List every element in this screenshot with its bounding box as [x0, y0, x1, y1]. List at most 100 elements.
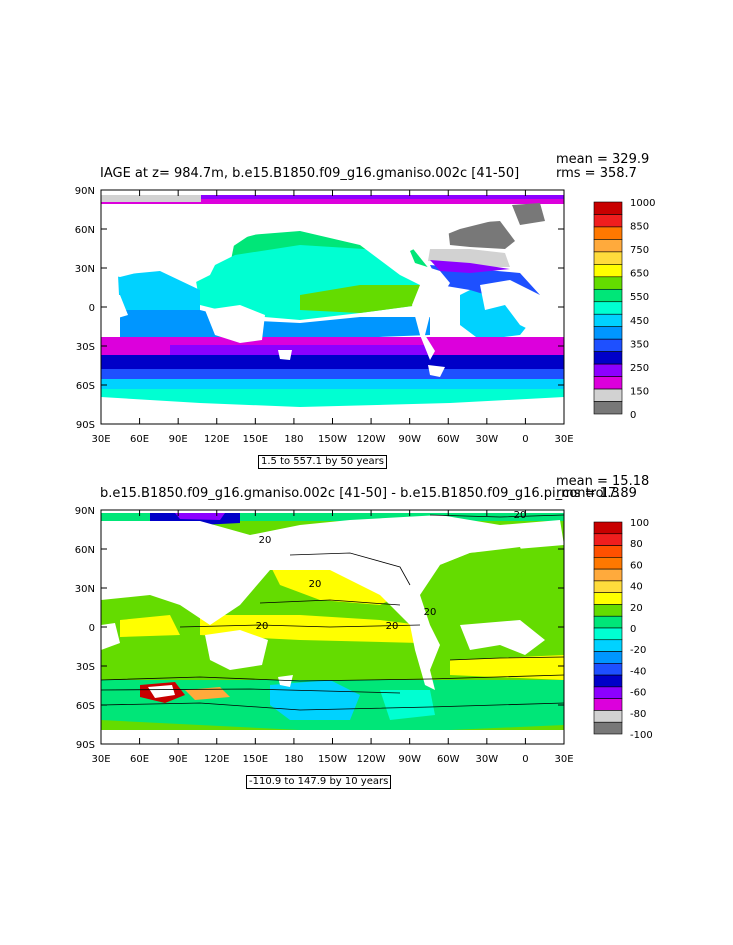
x-tick-label: 30W [476, 434, 499, 445]
y-tick-label: 30S [76, 662, 95, 673]
difference-field [101, 513, 564, 744]
colorbar-swatch [593, 686, 623, 699]
colorbar-label: 650 [630, 269, 649, 280]
colorbar-label: -60 [630, 688, 646, 699]
colorbar-swatch [593, 651, 623, 664]
colorbar-swatch [593, 351, 623, 365]
y-tick-label: 30N [75, 584, 95, 595]
colorbar-swatch [593, 557, 623, 570]
colorbar-label: 450 [630, 316, 649, 327]
x-tick-label: 150W [318, 434, 347, 445]
colorbar-swatch [593, 580, 623, 593]
x-tick-label: 30E [91, 434, 110, 445]
colorbar-swatch [593, 226, 623, 240]
y-tick-label: 30S [76, 342, 95, 353]
y-tick-label: 60S [76, 381, 95, 392]
difference-map-panel: 20 20 20 20 20 20 30E 60E 90E 120E 150E 180 150W 120… [0, 475, 733, 795]
chart-title: b.e15.B1850.f09_g16.gmaniso.002c [41-50]… [100, 486, 620, 501]
colorbar-swatch [593, 710, 623, 723]
colorbar: 1000 850 750 650 550 450 350 250 150 0 [593, 198, 655, 421]
colorbar-swatch [593, 264, 623, 278]
mean-label: mean = 15.18 [556, 474, 650, 489]
colorbar-label: -20 [630, 645, 646, 656]
colorbar-swatch [593, 401, 623, 415]
colorbar-swatch [593, 663, 623, 676]
colorbar-swatch [593, 521, 623, 535]
colorbar-swatch [593, 604, 623, 617]
contour-label: 20 [514, 510, 527, 521]
colorbar-swatch [593, 639, 623, 652]
x-tick-label: 120E [204, 754, 229, 765]
colorbar-label: 350 [630, 339, 649, 350]
colorbar-swatch [593, 721, 623, 735]
colorbar-label: -80 [630, 709, 646, 720]
chart-title: IAGE at z= 984.7m, b.e15.B1850.f09_g16.g… [100, 166, 520, 181]
x-tick-label: 180 [284, 754, 303, 765]
map-axes: 30E 60E 90E 120E 150E 180 150W 120W 90W 60W 30W 0 30… [75, 506, 574, 765]
x-tick-label: 90W [398, 754, 421, 765]
colorbar-label: 0 [630, 410, 636, 421]
y-tick-label: 90S [76, 420, 95, 431]
y-tick-label: 60S [76, 701, 95, 712]
colorbar-swatch [593, 568, 623, 582]
colorbar-swatch [593, 674, 623, 688]
colorbar-swatch [593, 251, 623, 265]
contour-range-caption: 1.5 to 557.1 by 50 years [258, 455, 387, 469]
map-axes: 30E 60E 90E 120E 150E 180 150W 120W 90W 60W 30W 0 30… [75, 186, 574, 445]
x-tick-label: 30W [476, 754, 499, 765]
x-tick-label: 150W [318, 754, 347, 765]
contour-label: 20 [256, 621, 269, 632]
colorbar-label: 40 [630, 582, 643, 593]
ocean-age-field [101, 195, 564, 424]
colorbar-label: 100 [630, 518, 649, 529]
colorbar-swatch [593, 214, 623, 228]
y-tick-label: 0 [89, 303, 95, 314]
y-tick-label: 0 [89, 623, 95, 634]
x-tick-label: 120W [357, 754, 386, 765]
contour-value-labels: 20 20 20 20 20 20 [256, 510, 527, 632]
colorbar-label: 20 [630, 603, 643, 614]
rms-label: rms = 358.7 [556, 166, 637, 181]
y-tick-label: 90N [75, 506, 95, 517]
y-tick-label: 60N [75, 545, 95, 556]
colorbar-swatch [593, 288, 623, 303]
x-tick-label: 180 [284, 434, 303, 445]
colorbar-swatch [593, 698, 623, 711]
x-tick-label: 0 [522, 754, 528, 765]
x-tick-label: 120E [204, 434, 229, 445]
y-tick-label: 90S [76, 740, 95, 751]
x-tick-label: 90W [398, 434, 421, 445]
y-tick-label: 90N [75, 186, 95, 197]
colorbar-swatch [593, 239, 623, 253]
y-tick-label: 30N [75, 264, 95, 275]
mean-label: mean = 329.9 [556, 152, 650, 167]
contour-range-caption: -110.9 to 147.9 by 10 years [246, 775, 392, 789]
x-tick-label: 60E [130, 434, 149, 445]
y-tick-label: 60N [75, 225, 95, 236]
x-tick-label: 90E [169, 434, 188, 445]
contour-label: 20 [259, 535, 272, 546]
x-tick-label: 120W [357, 434, 386, 445]
colorbar-swatch [593, 376, 623, 390]
colorbar-swatch [593, 627, 623, 641]
colorbar-swatch [593, 313, 623, 328]
x-tick-label: 60E [130, 754, 149, 765]
colorbar-swatch [593, 301, 623, 315]
colorbar-label: 150 [630, 386, 649, 397]
x-tick-label: 150E [243, 434, 268, 445]
colorbar-swatch [593, 201, 623, 215]
x-tick-label: 90E [169, 754, 188, 765]
x-tick-label: 150E [243, 754, 268, 765]
colorbar-label: 0 [630, 624, 636, 635]
colorbar-label: 80 [630, 539, 643, 550]
colorbar-label: 550 [630, 292, 649, 303]
colorbar-label: 250 [630, 363, 649, 374]
difference-map-plot: 20 20 20 20 20 20 30E 60E 90E 120E 150E 180 150W 120… [75, 506, 653, 765]
colorbar-swatch [593, 533, 623, 546]
x-tick-label: 60W [437, 434, 460, 445]
colorbar-swatch [593, 545, 623, 558]
colorbar-label: 60 [630, 560, 643, 571]
colorbar-label: 750 [630, 245, 649, 256]
x-tick-label: 60W [437, 754, 460, 765]
colorbar-label: 850 [630, 222, 649, 233]
